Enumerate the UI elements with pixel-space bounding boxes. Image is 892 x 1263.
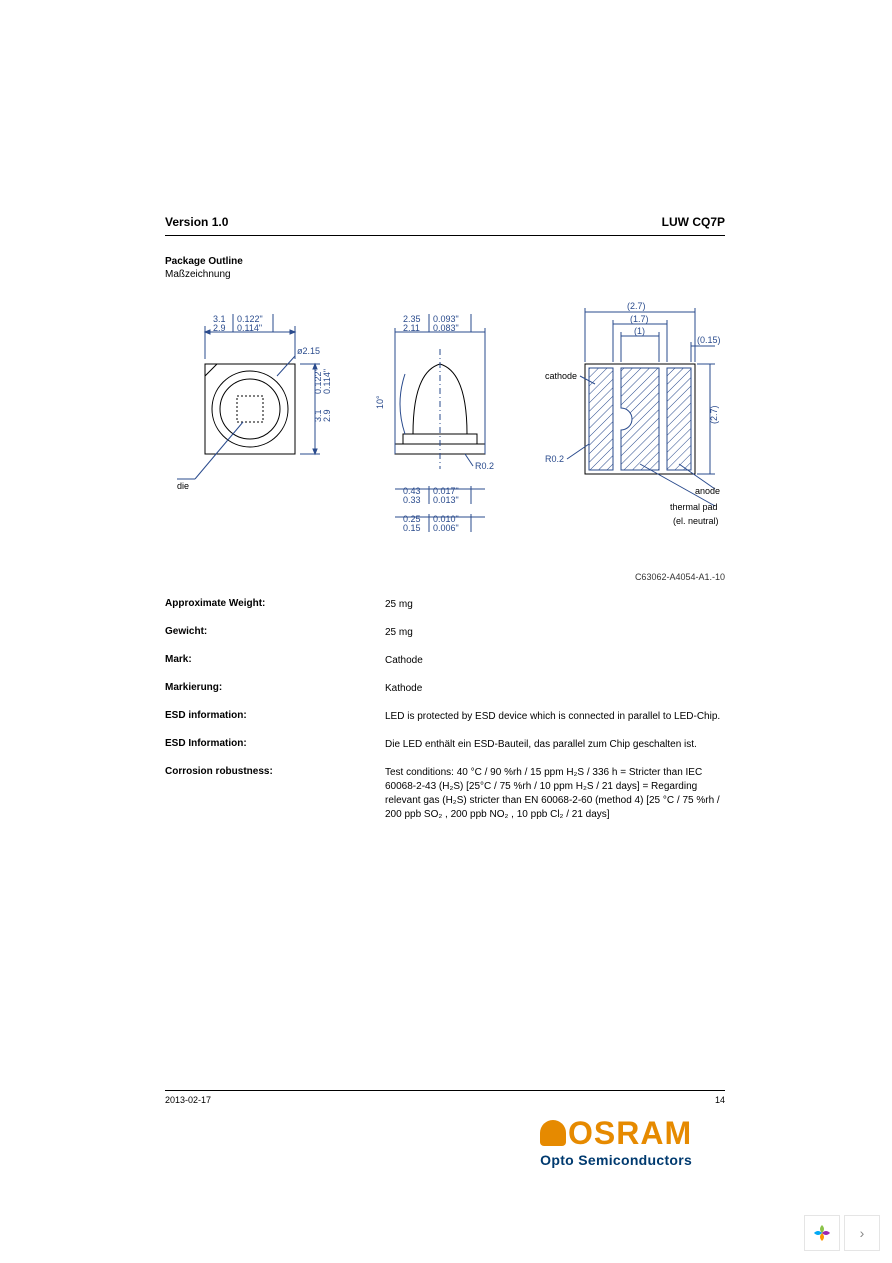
dim-w-mm-min: 2.9 — [213, 323, 226, 333]
side-r: R0.2 — [475, 461, 494, 471]
spec-value: 25 mg — [385, 598, 725, 612]
cathode-label: cathode — [545, 371, 577, 381]
spec-label: Gewicht: — [165, 626, 385, 640]
spec-label: ESD Information: — [165, 738, 385, 752]
chevron-right-icon: › — [860, 1225, 865, 1241]
spec-label: ESD information: — [165, 710, 385, 724]
bulb-icon — [540, 1120, 566, 1146]
spec-value: Test conditions: 40 °C / 90 %rh / 15 ppm… — [385, 766, 725, 822]
dim-h-mm-min: 2.9 — [322, 409, 332, 422]
bot-edge: (0.15) — [697, 335, 721, 345]
section-subtitle: Maßzeichnung — [165, 269, 725, 280]
package-outline-drawing: 3.1 2.9 0.122" 0.114" ø2.15 3.1 — [165, 294, 725, 554]
neutral-label: (el. neutral) — [673, 516, 719, 526]
footer-page: 14 — [715, 1095, 725, 1105]
side-angle: 10° — [375, 395, 385, 409]
b1-mm-min: 0.33 — [403, 495, 421, 505]
side-h-mm-min: 2.11 — [403, 323, 420, 333]
spec-value: Cathode — [385, 654, 725, 668]
next-button[interactable]: › — [844, 1215, 880, 1251]
spec-value: Die LED enthält ein ESD-Bauteil, das par… — [385, 738, 725, 752]
bot-inner: (1) — [634, 326, 645, 336]
bot-w: (2.7) — [627, 301, 646, 311]
b2-in-min: 0.006" — [433, 523, 459, 533]
spec-value: 25 mg — [385, 626, 725, 640]
anode-label: anode — [695, 486, 720, 496]
version-label: Version 1.0 — [165, 215, 228, 229]
bot-mid: (1.7) — [630, 314, 649, 324]
spec-table: Approximate Weight:25 mg Gewicht:25 mg M… — [165, 598, 725, 822]
part-number: LUW CQ7P — [662, 215, 725, 229]
spec-value: Kathode — [385, 682, 725, 696]
page-footer: 2013-02-17 14 — [165, 1090, 725, 1105]
spec-label: Approximate Weight: — [165, 598, 385, 612]
side-h-in-min: 0.083" — [433, 323, 459, 333]
spec-label: Markierung: — [165, 682, 385, 696]
thermal-label: thermal pad — [670, 502, 718, 512]
page-header: Version 1.0 LUW CQ7P — [165, 215, 725, 236]
brand-logo: OSRAM Opto Semiconductors — [540, 1115, 692, 1168]
app-icon[interactable] — [804, 1215, 840, 1251]
die-label: die — [177, 481, 189, 491]
dim-w-in-min: 0.114" — [237, 323, 262, 333]
logo-subtitle: Opto Semiconductors — [540, 1152, 692, 1168]
lens-diameter: ø2.15 — [297, 346, 320, 356]
drawing-code: C63062-A4054-A1.-10 — [165, 572, 725, 582]
bot-h: (2.7) — [709, 405, 719, 424]
dim-h-in-min: 0.114" — [322, 369, 332, 394]
viewer-toolbar: › — [804, 1215, 880, 1251]
spec-label: Corrosion robustness: — [165, 766, 385, 822]
section-title: Package Outline — [165, 256, 725, 267]
logo-text: OSRAM — [568, 1115, 692, 1151]
b2-mm-min: 0.15 — [403, 523, 421, 533]
footer-date: 2013-02-17 — [165, 1095, 211, 1105]
spec-value: LED is protected by ESD device which is … — [385, 710, 725, 724]
spec-label: Mark: — [165, 654, 385, 668]
bot-r: R0.2 — [545, 454, 564, 464]
b1-in-min: 0.013" — [433, 495, 459, 505]
